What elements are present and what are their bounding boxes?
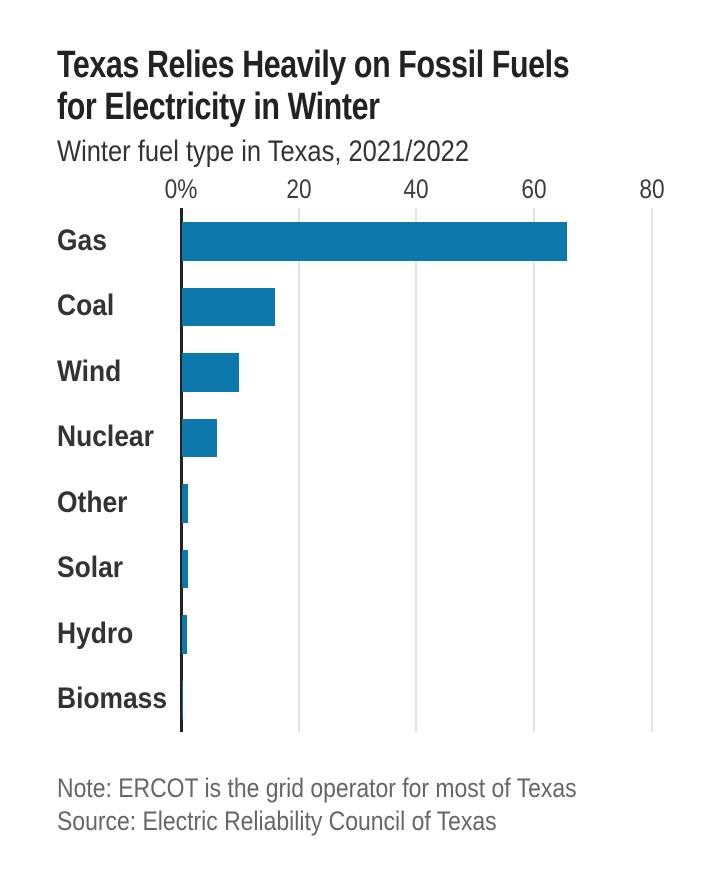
category-label-solar: Solar: [57, 551, 124, 585]
bar-row-biomass: Biomass: [57, 667, 684, 733]
bar-biomass: [182, 680, 183, 719]
gridline-20: [297, 208, 300, 732]
x-tick-label-60: 60: [521, 174, 547, 204]
gridline-80: [650, 208, 653, 732]
chart-header: Texas Relies Heavily on Fossil Fuels for…: [57, 44, 697, 128]
bar-hydro: [182, 615, 188, 654]
bar-solar: [182, 549, 188, 588]
chart-source: Source: Electric Reliability Council of …: [57, 806, 497, 836]
category-label-biomass: Biomass: [57, 682, 168, 716]
bar-other: [182, 484, 188, 523]
bar-gas: [182, 222, 567, 261]
bar-row-nuclear: Nuclear: [57, 405, 684, 471]
x-tick-label-20: 20: [286, 174, 312, 204]
category-label-coal: Coal: [57, 289, 115, 323]
bar-coal: [182, 287, 275, 326]
bar-chart-plot-area: Gas Coal Wind Nuclear Other Solar Hydro Biomass: [57, 208, 684, 732]
bar-row-hydro: Hydro: [57, 601, 684, 667]
x-axis-tick-labels: 0% 20 40 60 80: [57, 172, 684, 204]
x-tick-label-80: 80: [638, 174, 665, 204]
gridline-60: [532, 208, 535, 732]
category-label-gas: Gas: [57, 223, 107, 257]
bar-wind: [182, 353, 240, 392]
bar-row-wind: Wind: [57, 339, 684, 405]
category-label-nuclear: Nuclear: [57, 420, 154, 454]
gridline-40: [415, 208, 418, 732]
y-axis-baseline: [180, 208, 183, 732]
bar-row-other: Other: [57, 470, 684, 536]
bar-nuclear: [182, 418, 218, 457]
category-label-wind: Wind: [57, 354, 122, 388]
chart-title: Texas Relies Heavily on Fossil Fuels for…: [57, 44, 697, 128]
bar-row-solar: Solar: [57, 536, 684, 602]
bar-row-coal: Coal: [57, 274, 684, 340]
bar-row-gas: Gas: [57, 208, 684, 274]
category-label-hydro: Hydro: [57, 616, 134, 650]
chart-title-line1: Texas Relies Heavily on Fossil Fuels: [57, 44, 570, 86]
chart-subtitle: Winter fuel type in Texas, 2021/2022: [57, 135, 470, 168]
x-tick-label-40: 40: [403, 174, 429, 204]
category-label-other: Other: [57, 485, 128, 519]
chart-footer: Note: ERCOT is the grid operator for mos…: [57, 772, 668, 838]
x-tick-label-0: 0%: [164, 174, 198, 204]
chart-title-line2: for Electricity in Winter: [57, 86, 380, 128]
chart-note: Note: ERCOT is the grid operator for mos…: [57, 773, 577, 803]
